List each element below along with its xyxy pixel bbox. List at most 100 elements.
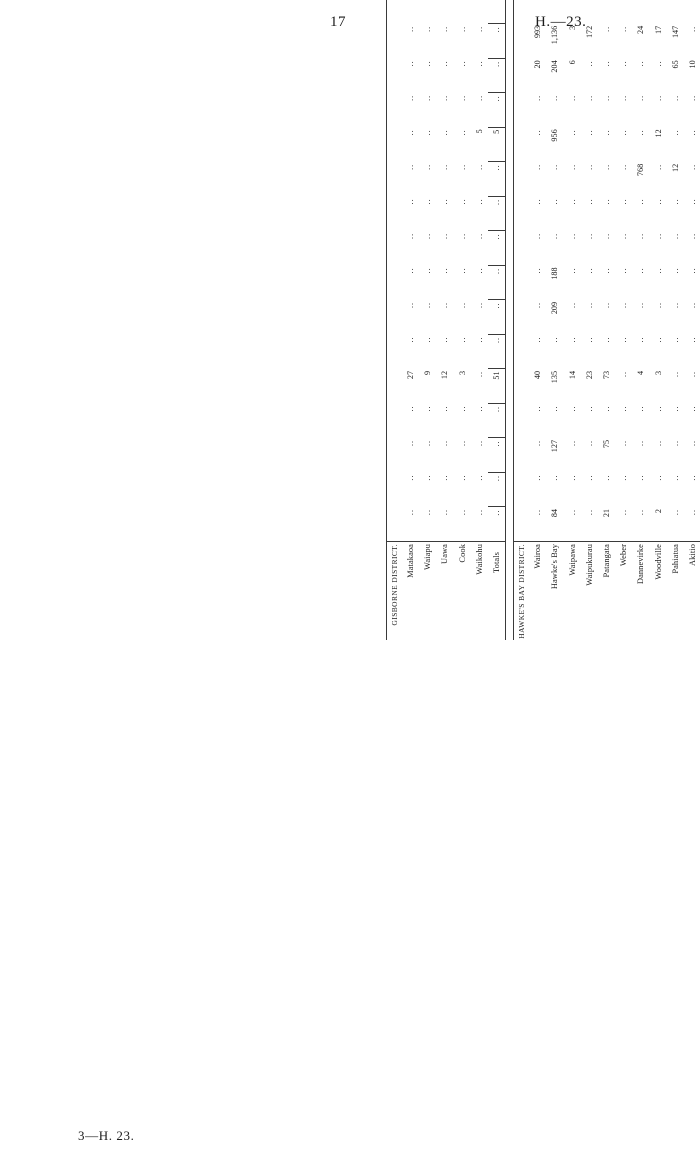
value-cell: .. [670, 301, 680, 308]
value-cell: .. [602, 198, 612, 205]
county-label: Woodville [653, 544, 663, 580]
table-row: Pahiatua.................... 12.... 65 1471… [666, 0, 685, 640]
value-cell: .. [436, 506, 454, 542]
value-cell: .. [653, 60, 663, 67]
district-total-cell: .. [488, 58, 506, 93]
value-cell: .. [636, 405, 646, 412]
value-cell: 993 [533, 25, 543, 39]
value-cell: .. [567, 94, 577, 101]
value-cell: 1,136 [550, 25, 560, 45]
value-cell: .. [406, 198, 415, 205]
district-total-cell: .. [488, 161, 506, 197]
value-cell: .. [619, 370, 629, 378]
value-cell: .. [619, 301, 629, 308]
district-name: Gisborne District. [386, 541, 402, 640]
value-cell: .. [670, 129, 680, 136]
value-cell: .. [584, 129, 594, 136]
value-cell: .. [619, 25, 629, 32]
county-label: Wairoa [533, 544, 543, 569]
value-cell: .. [406, 405, 415, 412]
value-cell: 172 [584, 25, 594, 39]
value-cell: .. [533, 163, 543, 170]
value-cell: .. [406, 439, 415, 447]
value-cell: .. [550, 94, 560, 101]
rotated-table-region: Gisborne District. Matakaoa........ 27....… [0, 0, 700, 1028]
value-cell: .. [533, 267, 543, 274]
value-cell: .. [653, 336, 663, 343]
table-row: Waipawa........14................63..3..… [563, 0, 581, 640]
value-cell: .. [533, 405, 543, 412]
value-cell: .. [423, 232, 433, 239]
value-cell: .. [533, 439, 543, 447]
value-cell: .. [688, 405, 698, 412]
value-cell: .. [423, 198, 433, 205]
value-cell: .. [619, 267, 629, 274]
value-cell: 27 [406, 370, 415, 380]
value-cell: .. [533, 232, 543, 239]
value-cell: 204 [550, 60, 560, 73]
value-cell: .. [615, 506, 633, 542]
value-cell: 188 [550, 267, 560, 280]
district-total-cell: .. [488, 472, 506, 507]
value-cell: .. [440, 60, 450, 67]
county-label: Dannevirke [636, 544, 646, 585]
district-heading-row: Gisborne District. [386, 0, 402, 640]
table-row: Waikohu......................5........16… [470, 0, 489, 640]
value-cell: .. [688, 25, 698, 32]
district-total-cell: .. [488, 265, 506, 300]
value-cell: .. [670, 474, 680, 481]
value-cell: .. [406, 301, 415, 308]
value-cell: .. [423, 336, 433, 343]
value-cell: .. [602, 232, 612, 239]
value-cell: 24 [636, 25, 646, 34]
value-cell: .. [474, 94, 484, 101]
value-cell: .. [402, 506, 420, 542]
value-cell: .. [598, 0, 615, 24]
district-total-cell: .. [488, 23, 506, 59]
value-cell: .. [636, 301, 646, 308]
value-cell: 12 [440, 370, 450, 380]
value-cell: .. [688, 370, 698, 378]
value-cell: .. [423, 474, 433, 481]
value-cell: .. [474, 60, 484, 67]
county-label: Waiapu [423, 544, 433, 570]
value-cell: .. [653, 405, 663, 412]
value-cell: .. [619, 405, 629, 412]
county-label: Waipawa [567, 544, 577, 576]
district-total-cell: .. [488, 437, 506, 473]
value-cell: .. [688, 301, 698, 308]
table-body: Gisborne District. Matakaoa........ 27....… [386, 0, 700, 640]
value-cell: .. [533, 301, 543, 308]
table-row: Hawke's Bay 84.. 127.. 135.. 209 188...... 956… [546, 0, 564, 640]
value-cell: .. [457, 60, 467, 67]
statistics-table: Gisborne District. Matakaoa........ 27....… [386, 0, 700, 640]
value-cell: .. [419, 0, 436, 24]
value-cell: .. [406, 232, 415, 239]
value-cell: 2 [649, 506, 667, 542]
value-cell: .. [567, 405, 577, 412]
value-cell: .. [619, 60, 629, 67]
value-cell: .. [564, 0, 581, 24]
value-cell: .. [670, 336, 680, 343]
value-cell: .. [440, 336, 450, 343]
value-cell: .. [619, 129, 629, 136]
table-row: Patangata 21.. 75.. 73.....................… [598, 0, 616, 640]
value-cell: .. [688, 474, 698, 481]
value-cell: .. [602, 267, 612, 274]
value-cell: .. [567, 267, 577, 274]
value-cell: .. [546, 0, 563, 24]
value-cell: .. [406, 60, 415, 67]
value-cell: .. [406, 25, 415, 32]
value-cell: .. [440, 439, 450, 447]
value-cell: .. [423, 439, 433, 447]
value-cell: .. [474, 474, 484, 481]
value-cell: .. [567, 232, 577, 239]
value-cell: .. [423, 60, 433, 67]
district-total-cell: .. [488, 334, 506, 369]
value-cell: .. [653, 439, 663, 447]
table-row: Akitio..........................10......… [684, 0, 700, 640]
value-cell: 127 [550, 439, 560, 453]
district-total-cell: .. [488, 0, 506, 24]
county-label: Matakaoa [406, 544, 415, 578]
value-cell: .. [440, 474, 450, 481]
